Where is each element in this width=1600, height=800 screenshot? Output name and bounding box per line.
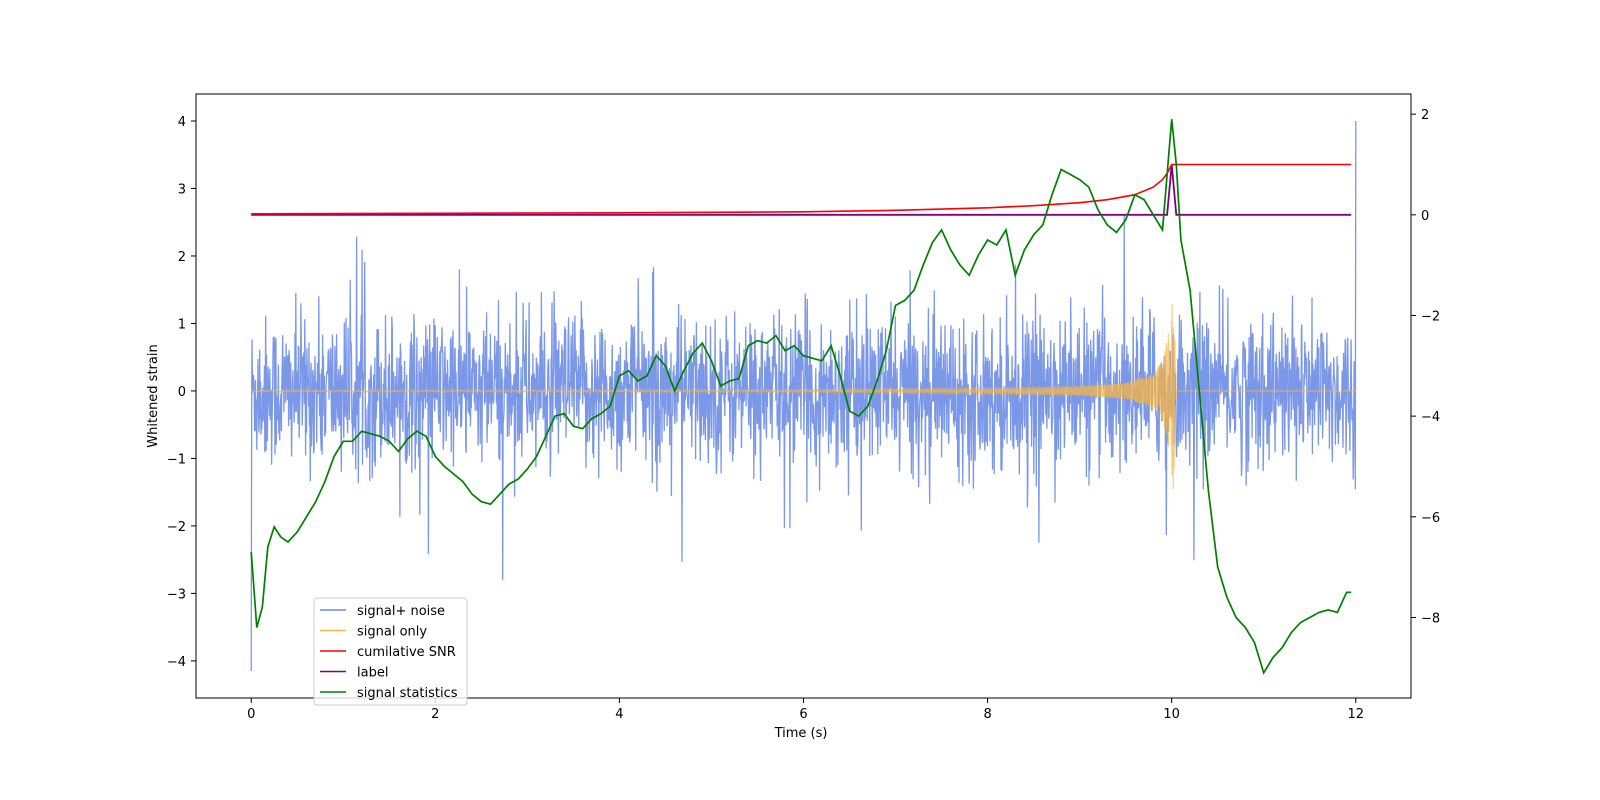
x-tick-label: 0: [247, 707, 255, 722]
y-tick-label: 0: [178, 385, 186, 400]
series-signal-only: [250, 304, 1356, 490]
y-ticks: −4 −3 −2 −1 0 1 2 3 4: [167, 115, 196, 670]
x-tick-label: 4: [615, 707, 623, 722]
y-tick-label: 2: [178, 250, 186, 265]
series-cumulative-snr: [251, 163, 1352, 215]
y-tick-label: −4: [167, 655, 186, 670]
legend-signal-only-text: signal only: [357, 625, 427, 640]
y2-tick-label: 2: [1421, 108, 1429, 123]
y-tick-label: −2: [167, 520, 186, 535]
y2-ticks: −8 −6 −4 −2 0 2: [1411, 108, 1440, 626]
y2-tick-label: −6: [1421, 511, 1440, 526]
x-tick-label: 6: [799, 707, 807, 722]
y-tick-label: 3: [178, 182, 186, 197]
x-tick-label: 10: [1163, 707, 1180, 722]
y-tick-label: 4: [178, 115, 186, 130]
legend-box: [313, 597, 468, 706]
y-tick-label: −3: [167, 587, 186, 602]
x-ticks: 0 2 4 6 8 10 12: [247, 698, 1364, 722]
y2-tick-label: 0: [1421, 209, 1429, 224]
legend-entries: signal+ noise signal only cumilative SNR la…: [320, 604, 458, 701]
x-tick-label: 8: [983, 707, 991, 722]
x-tick-label: 12: [1347, 707, 1364, 722]
legend-cumulative-snr-text: cumilative SNR: [357, 645, 456, 660]
y-tick-label: 1: [178, 317, 186, 332]
y2-tick-label: −8: [1421, 611, 1440, 626]
legend-signal-statistics-text: signal statistics: [357, 686, 458, 701]
series-layer: [250, 119, 1357, 675]
legend-signal-noise-text: signal+ noise: [357, 604, 445, 619]
x-axis-label: Time (s): [774, 726, 828, 741]
legend: signal+ noise signal only cumilative SNR la…: [313, 597, 468, 706]
y-tick-label: −1: [167, 452, 186, 467]
y2-tick-label: −2: [1421, 309, 1440, 324]
y2-tick-label: −4: [1421, 410, 1440, 425]
x-tick-label: 2: [431, 707, 439, 722]
series-signal-statistics: [250, 119, 1352, 675]
y-axis-label: Whitened strain: [146, 344, 161, 447]
legend-label-text: label: [357, 666, 388, 681]
